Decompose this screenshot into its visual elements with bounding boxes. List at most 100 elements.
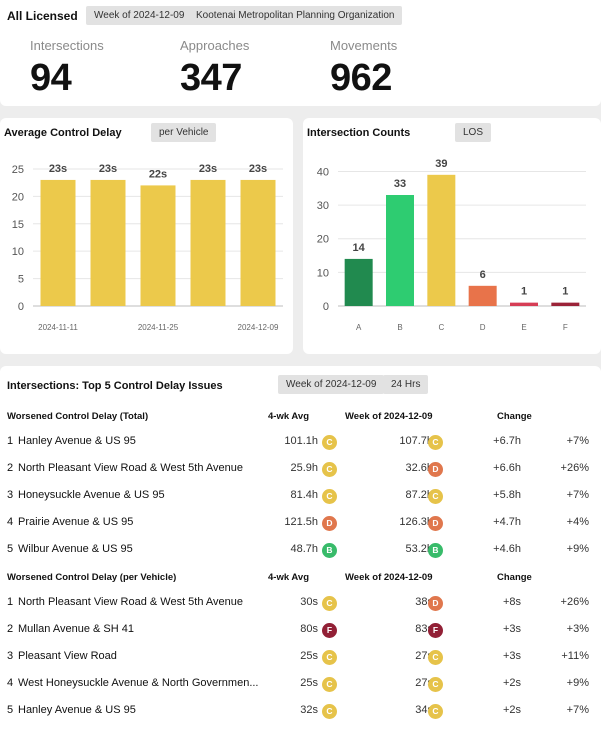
- intersection-name[interactable]: North Pleasant View Road & West 5th Aven…: [18, 596, 244, 608]
- change-percent: +7%: [566, 704, 589, 716]
- per-vehicle-chip[interactable]: per Vehicle: [151, 123, 217, 142]
- week-value: 53.2h: [405, 543, 433, 555]
- change-value: +8s: [502, 596, 521, 608]
- table-row[interactable]: 2 North Pleasant View Road & West 5th Ave…: [0, 460, 601, 478]
- stat-movements: Movements 962: [330, 38, 397, 100]
- intersection-counts-chart: 0 10 20 30 40 14 A 33 B 39 C 6 D 1 E 1 F: [317, 158, 586, 332]
- los-badge: C: [322, 462, 337, 477]
- intersection-name[interactable]: West Honeysuckle Avenue & North Governme…: [18, 677, 259, 689]
- y-tick-label: 25: [12, 164, 24, 176]
- change-percent: +26%: [560, 462, 589, 474]
- bar-data-label: 1: [521, 286, 527, 298]
- row-rank: 2: [7, 623, 14, 635]
- y-tick-label: 30: [317, 200, 329, 212]
- summary-title: All Licensed: [7, 9, 78, 23]
- table-row[interactable]: 3 Honeysuckle Avenue & US 95 81.4h C 87.2h C +…: [0, 487, 601, 505]
- avg-value: 81.4h: [290, 489, 318, 501]
- change-value: +3s: [502, 623, 521, 635]
- section-header: Worsened Control Delay (Total) 4-wk Avg We…: [0, 411, 601, 425]
- organization-chip[interactable]: Kootenai Metropolitan Planning Organizat…: [188, 6, 403, 25]
- table-row[interactable]: 4 West Honeysuckle Avenue & North Governm…: [0, 675, 601, 693]
- table-row[interactable]: 3 Pleasant View Road 25s C 27s C +3s +11%: [0, 648, 601, 666]
- x-tick-label: 2024-11-25: [138, 323, 179, 332]
- chart-title: Average Control Delay: [4, 127, 122, 139]
- table-row[interactable]: 5 Wilbur Avenue & US 95 48.7h B 53.2h B +4.6h +…: [0, 541, 601, 559]
- table-row[interactable]: 1 North Pleasant View Road & West 5th Ave…: [0, 594, 601, 612]
- change-value: +6.6h: [493, 462, 521, 474]
- week-value: 126.3h: [399, 516, 433, 528]
- bar-data-label: 23s: [99, 163, 117, 175]
- avg-value: 25s: [300, 650, 318, 662]
- bar-data-label: 23s: [249, 163, 267, 175]
- y-tick-label: 20: [317, 234, 329, 246]
- row-rank: 3: [7, 489, 14, 501]
- change-value: +6.7h: [493, 435, 521, 447]
- column-change: Change: [497, 411, 532, 422]
- intersection-name[interactable]: Wilbur Avenue & US 95: [18, 543, 133, 555]
- intersection-name[interactable]: Hanley Avenue & US 95: [18, 435, 136, 447]
- change-percent: +7%: [566, 435, 589, 447]
- table-row[interactable]: 2 Mullan Avenue & SH 41 80s F 83s F +3s +3%: [0, 621, 601, 639]
- row-rank: 1: [7, 596, 14, 608]
- avg-value: 30s: [300, 596, 318, 608]
- table-row[interactable]: 5 Hanley Avenue & US 95 32s C 34s C +2s +7%: [0, 702, 601, 720]
- los-badge: C: [428, 489, 443, 504]
- los-badge: C: [322, 650, 337, 665]
- x-tick-label: D: [480, 323, 486, 332]
- table-week-chip[interactable]: Week of 2024-12-09: [278, 375, 385, 394]
- los-badge: C: [322, 435, 337, 450]
- los-chip[interactable]: LOS: [455, 123, 492, 142]
- x-tick-label: B: [397, 323, 402, 332]
- bar-data-label: 22s: [149, 168, 167, 180]
- los-badge: C: [322, 596, 337, 611]
- table-row[interactable]: 1 Hanley Avenue & US 95 101.1h C 107.7h C +6.7…: [0, 433, 601, 451]
- delay-bar: [240, 179, 276, 306]
- change-value: +4.6h: [493, 543, 521, 555]
- section-heading: Worsened Control Delay (Total): [7, 411, 149, 422]
- los-badge: D: [428, 596, 443, 611]
- stat-intersections: Intersections 94: [30, 38, 104, 100]
- section-heading: Worsened Control Delay (per Vehicle): [7, 572, 177, 583]
- week-chip[interactable]: Week of 2024-12-09: [86, 6, 193, 25]
- change-value: +4.7h: [493, 516, 521, 528]
- row-rank: 5: [7, 543, 14, 555]
- stat-value: 94: [30, 57, 72, 99]
- los-bar-a: [344, 258, 373, 306]
- los-badge: F: [322, 623, 337, 638]
- row-rank: 4: [7, 677, 14, 689]
- intersection-name[interactable]: Pleasant View Road: [18, 650, 117, 662]
- intersection-name[interactable]: Prairie Avenue & US 95: [18, 516, 134, 528]
- avg-value: 80s: [300, 623, 318, 635]
- bar-data-label: 23s: [49, 163, 67, 175]
- stat-label: Approaches: [180, 38, 250, 53]
- los-badge: D: [322, 516, 337, 531]
- change-percent: +9%: [566, 543, 589, 555]
- hours-chip[interactable]: 24 Hrs: [383, 375, 429, 394]
- x-tick-label: A: [356, 323, 362, 332]
- stat-label: Intersections: [30, 38, 104, 53]
- avg-value: 121.5h: [284, 516, 318, 528]
- intersection-name[interactable]: North Pleasant View Road & West 5th Aven…: [18, 462, 244, 474]
- los-bar-d: [468, 285, 497, 306]
- los-badge: B: [322, 543, 337, 558]
- y-tick-label: 0: [18, 301, 24, 313]
- intersection-name[interactable]: Hanley Avenue & US 95: [18, 704, 136, 716]
- row-rank: 2: [7, 462, 14, 474]
- avg-value: 32s: [300, 704, 318, 716]
- delay-bar: [90, 179, 126, 306]
- average-control-delay-chart: 0 5 10 15 20 25 23s 23s 22s 23s 23s 2024-11-11 2024-…: [12, 163, 283, 332]
- bar-data-label: 1: [562, 286, 568, 298]
- y-tick-label: 5: [18, 274, 24, 286]
- row-rank: 1: [7, 435, 14, 447]
- x-tick-label: 2024-12-09: [238, 323, 279, 332]
- week-value: 32.6h: [405, 462, 433, 474]
- intersection-name[interactable]: Mullan Avenue & SH 41: [18, 623, 134, 635]
- change-value: +3s: [502, 650, 521, 662]
- table-row[interactable]: 4 Prairie Avenue & US 95 121.5h D 126.3h D +4.…: [0, 514, 601, 532]
- change-percent: +7%: [566, 489, 589, 501]
- delay-bar: [40, 179, 76, 306]
- los-badge: C: [322, 489, 337, 504]
- intersection-name[interactable]: Honeysuckle Avenue & US 95: [18, 489, 165, 501]
- y-tick-label: 10: [317, 267, 329, 279]
- x-tick-label: E: [521, 323, 526, 332]
